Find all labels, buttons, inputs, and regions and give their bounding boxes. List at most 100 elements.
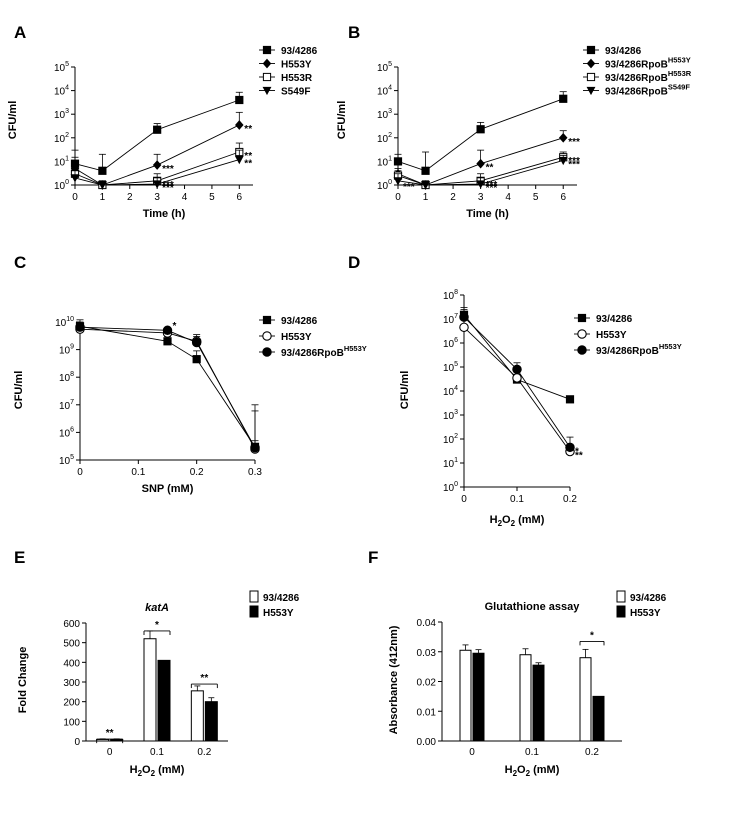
y-tick-label: 109	[59, 344, 74, 357]
y-tick-label: 107	[59, 399, 74, 412]
x-tick-label: 0.2	[197, 747, 211, 758]
data-point	[558, 132, 568, 143]
legend-marker	[577, 313, 587, 323]
x-tick-label: 0.3	[248, 467, 262, 478]
legend-label: 93/4286	[605, 46, 642, 57]
panel-letter: A	[14, 23, 26, 42]
data-point	[476, 125, 485, 134]
significance-label: **	[486, 163, 494, 174]
data-point	[162, 325, 173, 336]
series-2	[70, 111, 244, 190]
series-3	[75, 321, 260, 453]
significance-label: ***	[162, 183, 174, 194]
x-tick-label: 5	[533, 192, 539, 203]
x-tick-label: 0.1	[150, 747, 164, 758]
legend: 93/428693/4286RpoBH553Y93/4286RpoBH553R9…	[583, 45, 692, 98]
significance-label: **	[200, 673, 208, 684]
significance-label: ***	[162, 180, 174, 191]
panel-a: A CFU/ml 100 101 102 103 104 105 0 1 2 3 4 5 6 Time (h)…	[7, 23, 318, 220]
x-tick-label: 4	[505, 192, 511, 203]
legend-marker	[262, 315, 272, 325]
bar	[157, 659, 171, 742]
x-tick-label: 6	[237, 192, 243, 203]
y-axis-label: Absorbance (412nm)	[388, 625, 400, 734]
data-point	[565, 395, 575, 404]
y-axis-label: Fold Change	[17, 647, 29, 714]
y-tick-label: 103	[443, 409, 458, 422]
series-1	[96, 630, 204, 742]
y-tick-label: 102	[54, 132, 69, 145]
y-tick-label: 104	[54, 85, 69, 98]
series-1	[393, 91, 568, 175]
x-tick-label: 4	[182, 192, 188, 203]
legend-label: H553Y	[281, 332, 312, 343]
y-tick-label: 105	[443, 361, 458, 374]
series-line	[79, 326, 256, 448]
x-axis-label: H2O2 (mM)	[505, 764, 560, 778]
data-point	[250, 442, 260, 453]
y-tick-label: 105	[59, 454, 74, 467]
series-line	[397, 159, 564, 186]
x-tick-label: 1	[423, 192, 429, 203]
data-point	[234, 155, 244, 165]
legend-swatch	[249, 605, 259, 618]
legend-marker	[577, 329, 587, 339]
x-tick-label: 0.1	[131, 467, 145, 478]
data-point	[476, 180, 486, 189]
panel-e: E Fold Change 0 100 200 300 400 500 600 0 0.1 0.2 H2…	[14, 548, 300, 778]
significance-label: ***	[162, 164, 174, 175]
legend-label: 93/4286	[630, 593, 667, 604]
legend-marker	[262, 45, 272, 55]
legend-label: 93/4286RpoBS549F	[605, 83, 690, 98]
y-tick-label: 103	[54, 108, 69, 121]
x-tick-label: 0	[461, 494, 467, 505]
legend-label: S549F	[281, 87, 310, 98]
data-point	[191, 337, 202, 348]
y-tick-label: 0	[74, 737, 80, 748]
x-tick-label: 0.2	[563, 494, 577, 505]
y-tick-label: 1010	[55, 316, 74, 329]
significance-label: *	[173, 321, 177, 332]
series-line	[397, 137, 564, 186]
bar	[519, 654, 532, 742]
y-axis-label: CFU/ml	[336, 101, 348, 140]
series-line	[74, 159, 240, 186]
significance-label: ***	[486, 180, 498, 191]
legend-label: 93/4286RpoBH553Y	[596, 342, 682, 357]
legend-label: H553Y	[630, 608, 661, 619]
x-tick-label: 6	[560, 192, 566, 203]
x-tick-label: 2	[127, 192, 133, 203]
x-axis-label: Time (h)	[466, 208, 509, 220]
y-tick-label: 105	[377, 61, 392, 74]
data-point	[235, 120, 244, 130]
data-point	[152, 160, 162, 170]
legend-swatch	[616, 590, 626, 603]
significance-label: *	[155, 620, 159, 631]
legend-marker	[262, 347, 272, 357]
significance-label: **	[244, 124, 252, 135]
series-4	[70, 149, 244, 190]
y-tick-label: 107	[443, 313, 458, 326]
series-2	[472, 649, 605, 742]
y-tick-label: 104	[377, 85, 392, 98]
y-axis-label: CFU/ml	[7, 101, 19, 140]
data-point	[421, 166, 430, 175]
bar	[472, 652, 485, 742]
y-axis-label: CFU/ml	[13, 371, 25, 410]
series-1	[459, 644, 592, 742]
legend-marker	[586, 72, 596, 82]
y-tick-label: 500	[63, 639, 80, 650]
chart-title: katA	[145, 602, 169, 614]
data-point	[476, 158, 485, 169]
y-tick-label: 101	[443, 457, 458, 470]
legend-label: 93/4286	[281, 316, 318, 327]
data-point	[192, 355, 201, 364]
series-line	[397, 98, 564, 172]
panel-letter: E	[14, 548, 25, 567]
y-tick-label: 300	[63, 678, 80, 689]
x-axis-label: Time (h)	[143, 208, 186, 220]
series-1	[459, 307, 575, 404]
